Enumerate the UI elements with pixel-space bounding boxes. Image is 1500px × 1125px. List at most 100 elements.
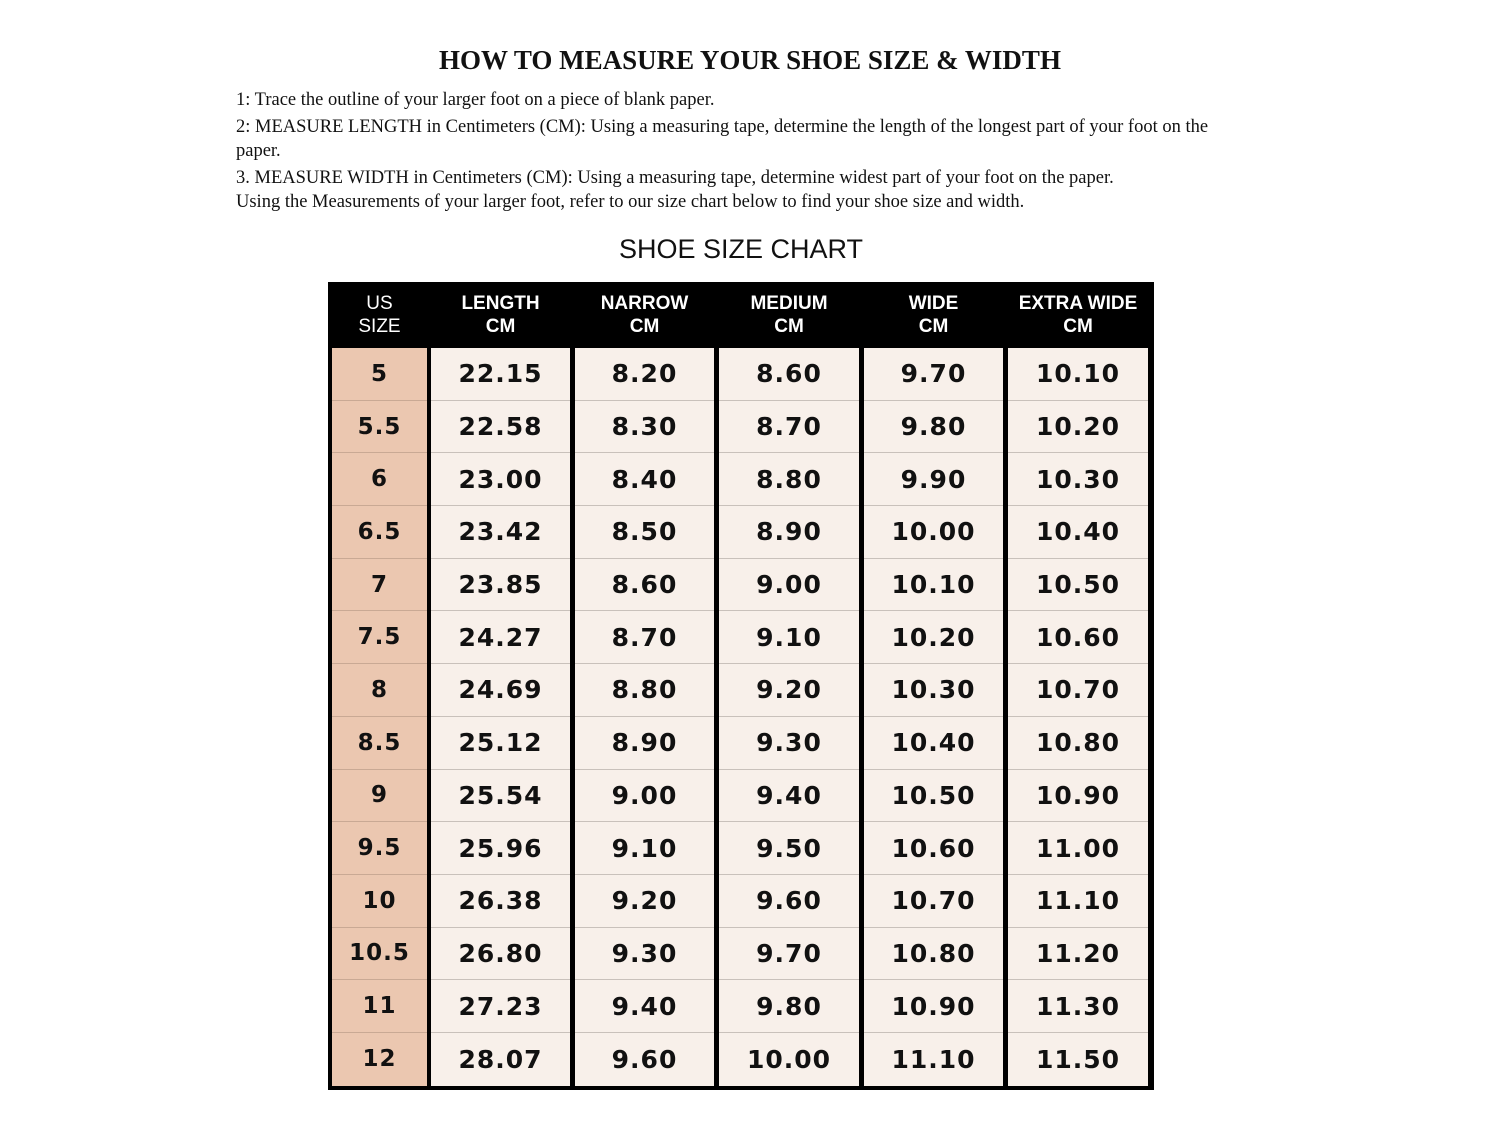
- table-cell-length: 25.54: [431, 770, 570, 823]
- instruction-step-2: 2: MEASURE LENGTH in Centimeters (CM): U…: [236, 117, 1209, 161]
- table-cell-narrow: 9.00: [575, 770, 714, 823]
- table-cell-us-size: 6.5: [332, 506, 427, 559]
- table-cell-us-size: 11: [332, 980, 427, 1033]
- table-cell-extra-wide: 10.10: [1008, 348, 1148, 401]
- table-cell-extra-wide: 10.20: [1008, 401, 1148, 454]
- table-cell-extra-wide: 10.40: [1008, 506, 1148, 559]
- table-cell-wide: 10.10: [864, 559, 1003, 612]
- column-header-text: CM: [774, 316, 804, 337]
- table-cell-extra-wide: 11.30: [1008, 980, 1148, 1033]
- column-header-text: SIZE: [358, 316, 401, 337]
- table-cell-wide: 10.50: [864, 770, 1003, 823]
- table-cell-length: 25.12: [431, 717, 570, 770]
- table-cell-length: 28.07: [458, 1044, 543, 1074]
- table-cell-length: 23.42: [431, 506, 570, 559]
- table-cell-us-size: 6: [332, 453, 427, 507]
- table-cell-medium: 9.70: [719, 928, 859, 981]
- table-cell-wide: 10.80: [864, 928, 1003, 981]
- instruction-step-3: 3. MEASURE WIDTH in Centimeters (CM): Us…: [236, 168, 1114, 188]
- column-header-text: CM: [485, 316, 516, 337]
- table-cell-medium: 9.30: [719, 717, 859, 770]
- table-cell-narrow: 9.10: [575, 822, 714, 875]
- table-cell-narrow: 9.30: [575, 928, 714, 981]
- column-header-wide: WIDE CM: [864, 282, 1003, 348]
- table-cell-narrow: 9.20: [575, 875, 714, 928]
- table-cell-medium: 9.00: [719, 559, 859, 612]
- table-cell-wide: 10.40: [864, 717, 1003, 770]
- table-cell-length: 26.80: [431, 928, 570, 981]
- instructions: 1: Trace the outline of your larger foot…: [236, 88, 1226, 217]
- table-cell-us-size: 8.5: [332, 717, 427, 770]
- table-cell-length: 22.15: [431, 348, 570, 401]
- table-cell-medium: 8.60: [719, 348, 859, 401]
- instruction-step-1: 1: Trace the outline of your larger foot…: [236, 90, 715, 110]
- table-cell-length: 22.58: [431, 401, 570, 454]
- table-cell-wide: 10.20: [864, 611, 1003, 665]
- table-cell-narrow: 8.50: [575, 506, 714, 559]
- table-cell-medium: 9.10: [719, 611, 859, 665]
- table-cell-us-size: 10: [332, 875, 427, 928]
- table-cell-medium: 9.50: [719, 822, 859, 875]
- table-cell-narrow: 9.40: [575, 980, 714, 1033]
- table-cell-extra-wide: 10.50: [1008, 559, 1148, 612]
- table-cell-wide: 9.90: [864, 453, 1003, 507]
- table-cell-extra-wide: 11.20: [1008, 928, 1148, 981]
- table-cell-medium: 8.80: [719, 453, 859, 507]
- table-cell-medium: 8.90: [719, 506, 859, 559]
- table-cell-medium: 8.70: [719, 401, 859, 454]
- table-cell-wide: 11.10: [891, 1044, 976, 1074]
- size-chart-table: US SIZE 5 5.5 6 6.5 7 7.5 8 8.5 9 9.5 10 10.5 11 12 LENG…: [328, 282, 1154, 1090]
- column-header-medium: MEDIUM CM: [719, 282, 859, 348]
- column-header-text: MEDIUM: [750, 293, 828, 314]
- column-header-narrow: NARROW CM: [575, 282, 714, 348]
- table-cell-wide: 10.70: [864, 875, 1003, 928]
- table-cell-extra-wide: 11.10: [1008, 875, 1148, 928]
- table-cell-us-size: 9: [332, 770, 427, 823]
- table-cell-us-size: 12: [362, 1046, 397, 1073]
- table-cell-extra-wide: 10.80: [1008, 717, 1148, 770]
- column-header-text: WIDE: [908, 293, 959, 314]
- table-cell-us-size: 8: [332, 664, 427, 717]
- table-cell-extra-wide: 11.50: [1035, 1044, 1121, 1074]
- column-header-text: NARROW: [600, 293, 689, 314]
- column-header-text: CM: [629, 316, 660, 337]
- table-cell-medium: 9.40: [719, 770, 859, 823]
- table-cell-us-size: 5: [332, 348, 427, 401]
- column-header-text: US: [366, 293, 393, 314]
- column-header-us-size: US SIZE: [332, 282, 427, 348]
- table-cell-length: 27.23: [431, 980, 570, 1033]
- table-cell-wide: 9.70: [864, 348, 1003, 401]
- column-extra-wide: 10.10 10.20 10.30 10.40 10.50 10.60 10.70 10.80…: [1008, 348, 1148, 1086]
- table-cell-extra-wide: 10.60: [1008, 611, 1148, 665]
- table-cell-narrow: 8.20: [575, 348, 714, 401]
- table-cell-medium: 9.60: [719, 875, 859, 928]
- table-cell-narrow: 8.60: [575, 559, 714, 612]
- table-cell-narrow: 8.90: [575, 717, 714, 770]
- instruction-note: Using the Measurements of your larger fo…: [236, 192, 1025, 212]
- table-cell-length: 23.85: [431, 559, 570, 612]
- table-cell-length: 25.96: [431, 822, 570, 875]
- chart-title: SHOE SIZE CHART: [618, 234, 864, 264]
- table-cell-length: 26.38: [431, 875, 570, 928]
- column-header-text: CM: [1063, 316, 1093, 337]
- table-cell-length: 23.00: [431, 453, 570, 507]
- column-header-text: LENGTH: [461, 293, 540, 314]
- table-cell-narrow: 8.40: [575, 453, 714, 507]
- table-cell-length: 24.69: [431, 664, 570, 717]
- table-cell-length: 24.27: [431, 611, 570, 665]
- table-cell-narrow: 8.70: [575, 611, 714, 665]
- column-narrow: 8.20 8.30 8.40 8.50 8.60 8.70 8.80 8.90 9.00 9.10…: [575, 348, 714, 1086]
- table-cell-wide: 9.80: [864, 401, 1003, 454]
- table-cell-wide: 10.30: [864, 664, 1003, 717]
- column-length: 22.15 22.58 23.00 23.42 23.85 24.27 24.69 25.12…: [431, 348, 570, 1086]
- table-cell-wide: 10.00: [864, 506, 1003, 559]
- table-cell-us-size: 10.5: [332, 928, 427, 981]
- column-header-extra-wide: EXTRA WIDE CM: [1008, 282, 1148, 348]
- table-cell-us-size: 7: [332, 559, 427, 612]
- table-cell-extra-wide: 10.30: [1008, 453, 1148, 507]
- table-cell-us-size: 5.5: [332, 401, 427, 454]
- table-cell-extra-wide: 11.00: [1008, 822, 1148, 875]
- table-cell-medium: 9.20: [719, 664, 859, 717]
- table-cell-wide: 10.60: [864, 822, 1003, 875]
- page-title: HOW TO MEASURE YOUR SHOE SIZE & WIDTH: [439, 45, 1061, 75]
